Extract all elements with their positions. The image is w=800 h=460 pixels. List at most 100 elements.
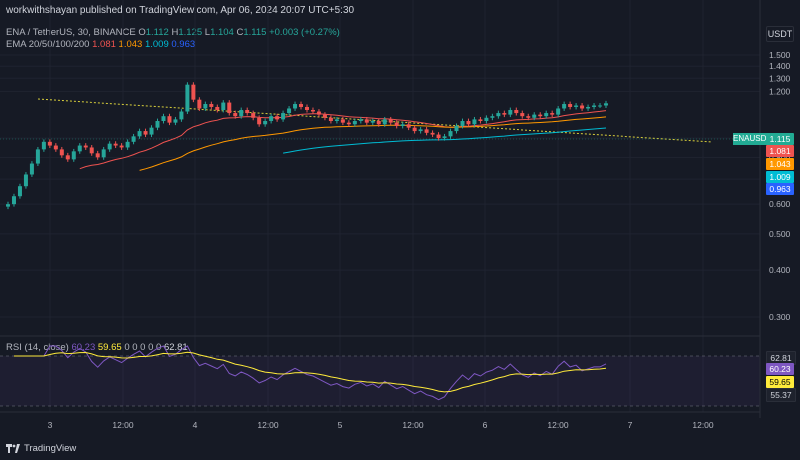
ema20-tag: 1.081 (766, 145, 794, 157)
candle-body (221, 102, 226, 110)
candle-body (322, 114, 327, 118)
ema20-value: 1.081 (92, 39, 116, 50)
candle-body (239, 109, 244, 117)
candle-body (412, 127, 417, 132)
rsi-value: 60.23 (71, 342, 96, 353)
rsi-pane (0, 345, 760, 407)
last-price-tag: 1.115 (766, 133, 794, 145)
ema50-tag: 1.043 (766, 158, 794, 170)
ohlc-change: +0.003 (+0.27%) (269, 27, 340, 38)
rsi-tag-value: 60.23 (766, 363, 794, 375)
candle-body (400, 124, 405, 126)
candle-body (340, 119, 345, 123)
ema-lines (79, 110, 607, 171)
ema50-line (139, 116, 607, 171)
price-tick-label: 1.300 (769, 73, 791, 83)
candle-body (203, 104, 208, 109)
footer-brand: TradingView (6, 443, 76, 454)
candle-body (167, 116, 172, 123)
candle-body (149, 127, 154, 135)
time-tick-label: 4 (193, 420, 198, 430)
candle-body (316, 111, 321, 115)
candle-body (418, 129, 423, 132)
candle-body (358, 119, 363, 122)
candle-body (53, 145, 58, 150)
candle-body (209, 104, 214, 107)
candle-body (490, 116, 495, 118)
rsi-zeros: 0 0 0 0 0 (124, 342, 162, 353)
ema100-line (283, 127, 607, 154)
ema200-value: 0.963 (171, 39, 196, 50)
candle-body (550, 113, 555, 115)
candle-body (107, 143, 112, 150)
rsi-ma-line (14, 351, 607, 393)
candle-body (592, 105, 597, 107)
candle-body (6, 204, 10, 207)
price-tick-label: 0.400 (769, 265, 791, 275)
time-tick-label: 12:00 (402, 420, 424, 430)
candle-body (478, 119, 483, 122)
candle-body (574, 105, 579, 107)
candle-body (185, 84, 190, 112)
candle-body (562, 104, 567, 109)
candle-body (454, 125, 459, 132)
candle-body (544, 113, 549, 117)
price-tick-label: 0.600 (769, 199, 791, 209)
tradingview-logo-icon (6, 444, 20, 453)
candle-body (77, 145, 82, 152)
candle-body (17, 186, 22, 197)
candle-body (287, 108, 292, 114)
candle-body (281, 113, 286, 120)
rsi-line (14, 345, 607, 401)
ohlc-close: 1.115 (243, 27, 267, 38)
candle-body (334, 119, 339, 122)
ema20-line (79, 110, 607, 170)
candle-body (580, 105, 585, 109)
candle-body (598, 105, 603, 107)
rsi-band (0, 356, 760, 406)
candle-body (568, 104, 573, 107)
rsi-tag-low: 55.37 (766, 388, 796, 402)
candle-body (275, 116, 280, 120)
candle-body (161, 116, 166, 122)
ohlc-high: 1.125 (178, 27, 203, 38)
ohlc-close-label: C (236, 27, 244, 38)
candle-body (496, 113, 501, 117)
time-axis-ticks: 3 12:00 4 12:00 5 12:00 6 12:00 7 12:00 (48, 420, 714, 430)
candle-body (137, 131, 142, 137)
candle-body (484, 117, 489, 122)
ohlc-open-label: O (138, 27, 146, 38)
time-tick-label: 3 (48, 420, 53, 430)
price-tick-label: 0.500 (769, 229, 791, 239)
trendline (37, 98, 713, 143)
time-tick-label: 7 (628, 420, 633, 430)
candle-body (245, 109, 250, 114)
candle-body (436, 134, 441, 139)
candle-body (293, 104, 298, 109)
candle-body (406, 124, 411, 128)
candle-body (179, 111, 184, 120)
candle-body (508, 109, 513, 115)
ema100-tag: 1.009 (766, 171, 794, 183)
rsi-legend: RSI (14, close) 60.23 59.65 0 0 0 0 0 62… (6, 342, 188, 353)
price-tick-label: 1.500 (769, 50, 791, 60)
candle-body (11, 196, 16, 205)
ohlc-low: 1.104 (210, 27, 234, 38)
candle-body (460, 121, 465, 126)
candle-body (442, 136, 447, 139)
candle-body (119, 145, 124, 148)
candle-body (388, 119, 393, 123)
candle-body (364, 119, 369, 123)
candle-body (251, 113, 256, 118)
candle-body (125, 141, 130, 148)
candle-body (59, 149, 64, 156)
currency-button[interactable]: USDT (766, 26, 794, 42)
candle-body (83, 145, 88, 148)
candle-body (328, 117, 333, 122)
candle-body (538, 114, 543, 117)
candle-body (65, 155, 70, 160)
candle-body (173, 119, 178, 123)
candle-body (382, 119, 387, 125)
rsi-tag-ma: 59.65 (766, 376, 794, 388)
